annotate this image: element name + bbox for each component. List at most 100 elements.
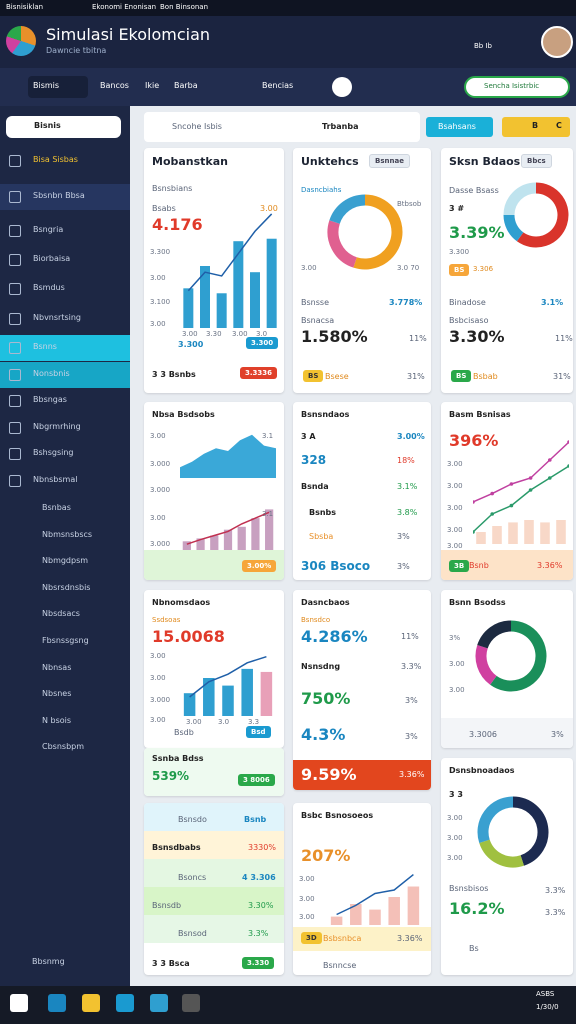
footer[interactable]: Bbsnmg	[32, 957, 65, 966]
sub-items[interactable]: Nbmgdpsm	[42, 556, 89, 566]
nav-icon[interactable]	[332, 77, 352, 97]
donut-segment	[503, 182, 537, 216]
rows: 3.8%	[397, 508, 418, 517]
search[interactable]: Sncohe Isbis	[172, 122, 222, 131]
banner-value: 3.36%	[399, 770, 425, 779]
sub-items[interactable]: Fbsnssgsng	[42, 636, 89, 645]
sub-items[interactable]: Nbnsas	[42, 662, 72, 672]
tags[interactable]: B	[532, 121, 539, 130]
sub-items[interactable]: Nbsdsacs	[42, 609, 80, 619]
taskbar-icon	[182, 994, 200, 1012]
footer-value[interactable]: 3.00%	[242, 560, 277, 573]
axis: 3.00	[449, 686, 465, 694]
items[interactable]: Barba	[174, 81, 198, 90]
toolbar-button-bg[interactable]	[426, 117, 493, 137]
label: Bsoncs	[178, 873, 207, 882]
legend-button[interactable]: 3.300	[246, 337, 279, 350]
items[interactable]: Biorbaisa	[33, 254, 71, 263]
section-bg	[0, 184, 130, 210]
bar	[508, 522, 518, 544]
button[interactable]: Bbcs	[521, 154, 552, 169]
point	[548, 458, 552, 462]
items[interactable]: Sbsnbn Bbsa	[33, 191, 85, 200]
toolbar-tags-bg[interactable]	[502, 117, 570, 137]
sub-items[interactable]: Nbmsnsbscs	[42, 529, 93, 539]
filter[interactable]: Trbanba	[322, 122, 359, 131]
button[interactable]: 3 8006	[238, 774, 275, 787]
sub-items[interactable]: N bsois	[42, 715, 72, 725]
items[interactable]: Bancos	[100, 81, 129, 90]
axis: 3.00	[447, 504, 463, 512]
items[interactable]: Nbgrmrhing	[33, 422, 81, 431]
footer-chip[interactable]: 3B	[449, 560, 470, 573]
sub-items[interactable]: Cbsnsbpm	[42, 742, 85, 752]
axis-left: 3.00	[301, 264, 317, 272]
button[interactable]: Bsahsans	[438, 122, 476, 131]
items[interactable]: Ikie	[145, 81, 160, 90]
button[interactable]: Sencha Isistrbic	[484, 82, 540, 90]
footer-button[interactable]: 3.3336	[240, 367, 278, 380]
search-box[interactable]	[144, 112, 420, 142]
axis: 3.00	[150, 652, 166, 660]
axis: 3.00	[447, 834, 463, 842]
sub: Bsnsdco	[301, 616, 331, 624]
chart	[473, 440, 569, 544]
axis-right: 3.1	[262, 432, 274, 440]
axis: 3.00	[447, 814, 463, 822]
items[interactable]: Bsngria	[33, 225, 64, 234]
avatar[interactable]	[541, 26, 573, 58]
footer-value[interactable]: Bsd	[246, 726, 271, 739]
taskbar-icon	[48, 994, 66, 1012]
sidebar-search-box[interactable]	[6, 116, 121, 138]
value2: 750%	[301, 689, 351, 708]
bar	[265, 509, 274, 550]
title: Nbsa Bsdsobs	[152, 410, 215, 419]
rows: Bsnbs	[309, 508, 337, 517]
items[interactable]: Nbnsbsmal	[33, 475, 78, 484]
row-value: 3.1%	[541, 298, 564, 307]
bar	[350, 904, 362, 925]
nav-button-bg[interactable]	[464, 76, 570, 98]
button[interactable]: Bsnnae	[369, 154, 410, 169]
items[interactable]: Bshsgsing	[33, 448, 74, 457]
tags[interactable]: C	[556, 121, 562, 130]
bar	[266, 238, 277, 328]
card: Ssnba Bdss 539% 3 8006	[144, 748, 284, 796]
search[interactable]: Bencias	[262, 81, 294, 90]
search[interactable]: Bisnis	[34, 121, 61, 130]
title: Bsnn Bsodss	[449, 598, 506, 607]
bar	[241, 668, 253, 716]
bar	[210, 535, 219, 550]
label: Bsnsdo	[178, 815, 207, 824]
items[interactable]: Nonsbnis	[33, 369, 70, 378]
chip[interactable]: BS	[303, 370, 324, 383]
point	[509, 482, 514, 486]
item-icon	[9, 448, 21, 460]
sub-items[interactable]: Bsnbas	[42, 503, 71, 512]
value: 4 3.306	[242, 873, 276, 882]
value: 3.30%	[248, 901, 274, 910]
donut-segment	[503, 214, 524, 242]
bar	[182, 541, 191, 550]
app-header	[0, 16, 576, 68]
items[interactable]: Nbvnsrtsing	[33, 313, 81, 322]
items[interactable]: Bsmdus	[33, 283, 65, 292]
items[interactable]: Bbsngas	[33, 395, 67, 404]
title: Ssnba Bdss	[152, 754, 204, 763]
sub-items[interactable]: Nbsrsdnsbis	[42, 582, 91, 592]
footer-chip[interactable]: 3D	[301, 932, 322, 945]
chip[interactable]: BS	[451, 370, 472, 383]
value: 207%	[301, 846, 351, 865]
line	[473, 441, 569, 503]
change4: 3%	[405, 732, 418, 741]
chips[interactable]: BS	[449, 264, 470, 277]
footer-value: 3%	[551, 730, 564, 739]
items[interactable]: Bisa Sisbas	[33, 155, 78, 164]
change: 11%	[555, 334, 573, 343]
footer-button[interactable]: 3.330	[242, 957, 275, 970]
sub-items[interactable]: Nbsnes	[42, 689, 72, 699]
items[interactable]: Bsnns	[33, 342, 57, 351]
items[interactable]: Bismis	[33, 81, 60, 90]
title: Basm Bsnisas	[449, 410, 511, 419]
